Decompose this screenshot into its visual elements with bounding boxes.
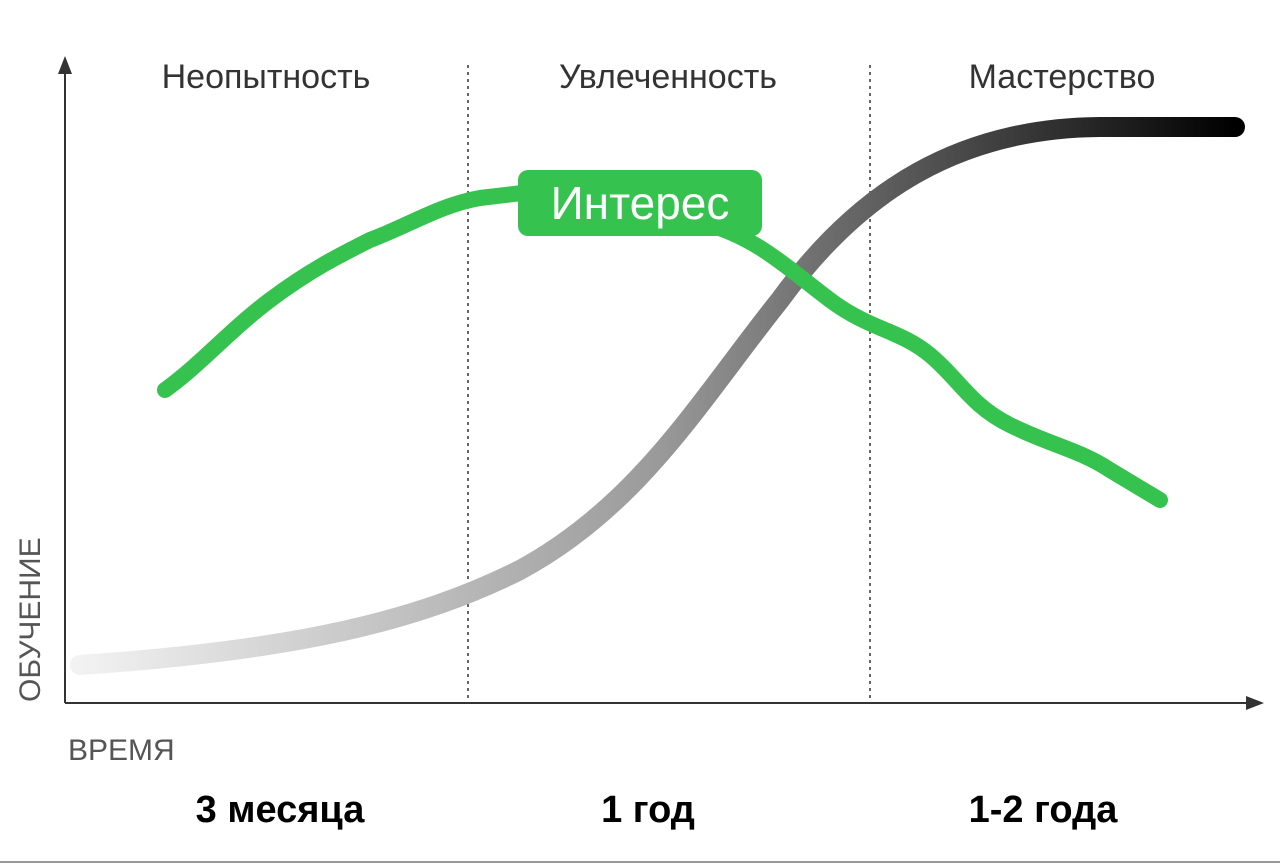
duration-label: 1-2 года [969, 789, 1119, 831]
interest-curve [157, 184, 1168, 508]
phase-label: Мастерство [969, 58, 1156, 96]
curve-label: Интерес [551, 177, 730, 229]
y-axis-label: ОБУЧЕНИЕ [14, 537, 47, 702]
x-arrow [1246, 696, 1264, 710]
phase-label: Увлеченность [559, 58, 777, 96]
label-box [518, 170, 762, 236]
learning-curve [70, 117, 1245, 675]
duration-label: 1 год [601, 789, 695, 831]
x-axis-label: ВРЕМЯ [68, 734, 175, 767]
phase-label: Неопытность [162, 58, 371, 96]
y-arrow [58, 56, 72, 74]
duration-label: 3 месяца [196, 789, 366, 831]
